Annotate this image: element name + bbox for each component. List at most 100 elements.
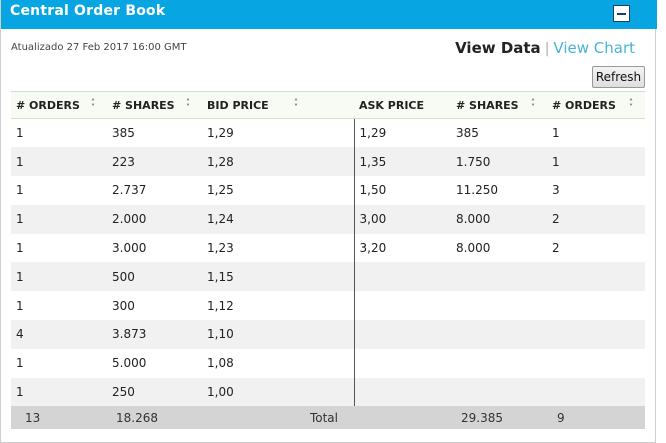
- col-header-bid-price[interactable]: BID PRICE ˄ ˅: [202, 91, 354, 119]
- cell-bid-orders: 1: [11, 262, 107, 292]
- cell-bid-orders: 1: [11, 147, 107, 177]
- cell-ask-orders: [547, 262, 645, 292]
- cell-bid-orders: 1: [11, 204, 107, 234]
- sort-icon: ˄ ˅: [629, 98, 633, 112]
- cell-bid-price: 1,28: [202, 147, 354, 177]
- cell-bid-orders: 1: [11, 291, 107, 321]
- cell-ask-orders: [547, 320, 645, 349]
- cell-bid-shares: 3.000: [107, 233, 202, 263]
- table-row: 1 3.000 1,23 3,20 8.000 2: [11, 233, 645, 263]
- total-bid-orders: 13: [11, 406, 107, 430]
- table-row: 1 385 1,29 1,29 385 1: [11, 118, 645, 148]
- cell-bid-price: 1,12: [202, 291, 354, 321]
- cell-bid-orders: 4: [11, 320, 107, 349]
- cell-bid-orders: 1: [11, 377, 107, 407]
- cell-ask-shares: [451, 320, 547, 349]
- cell-bid-orders: 1: [11, 118, 107, 148]
- cell-bid-price: 1,08: [202, 348, 354, 378]
- total-ask-orders: 9: [547, 406, 645, 430]
- total-bid-shares: 18.268: [107, 406, 202, 430]
- cell-bid-shares: 2.737: [107, 176, 202, 205]
- cell-bid-shares: 2.000: [107, 204, 202, 234]
- view-separator: |: [544, 41, 550, 57]
- cell-ask-shares: [451, 291, 547, 321]
- cell-bid-price: 1,00: [202, 377, 354, 407]
- cell-ask-shares: 1.750: [451, 147, 547, 177]
- table-header-row: # ORDERS ˄ ˅ # SHARES ˄ ˅ BID PRICE ˄ ˅ ASK PR…: [11, 91, 645, 119]
- totals-label: Total: [202, 406, 354, 430]
- order-book-table: # ORDERS ˄ ˅ # SHARES ˄ ˅ BID PRICE ˄ ˅ ASK PR…: [11, 91, 645, 430]
- cell-bid-price: 1,25: [202, 176, 354, 205]
- cell-bid-orders: 1: [11, 348, 107, 378]
- total-ask-shares: 29.385: [451, 406, 547, 430]
- cell-ask-shares: [451, 348, 547, 378]
- cell-ask-shares: 385: [451, 118, 547, 148]
- cell-ask-shares: 11.250: [451, 176, 547, 205]
- col-header-ask-shares[interactable]: # SHARES ˄ ˅: [451, 91, 547, 119]
- col-header-label: BID PRICE: [207, 98, 269, 112]
- cell-ask-shares: 8.000: [451, 233, 547, 263]
- cell-bid-shares: 250: [107, 377, 202, 407]
- view-data-link[interactable]: View Data: [455, 39, 541, 57]
- cell-ask-orders: 2: [547, 233, 645, 263]
- cell-ask-orders: 3: [547, 176, 645, 205]
- table-row: 4 3.873 1,10: [11, 320, 645, 349]
- cell-bid-shares: 500: [107, 262, 202, 292]
- cell-ask-orders: 1: [547, 147, 645, 177]
- cell-ask-price: [353, 320, 451, 349]
- cell-ask-shares: 8.000: [451, 204, 547, 234]
- col-header-bid-orders[interactable]: # ORDERS ˄ ˅: [11, 91, 107, 119]
- updated-timestamp: Atualizado 27 Feb 2017 16:00 GMT: [11, 42, 187, 53]
- cell-ask-price: 3,00: [353, 204, 451, 234]
- cell-bid-shares: 385: [107, 118, 202, 148]
- cell-bid-shares: 5.000: [107, 348, 202, 378]
- table-row: 1 500 1,15: [11, 262, 645, 292]
- cell-bid-price: 1,23: [202, 233, 354, 263]
- cell-ask-price: [353, 291, 451, 321]
- totals-row: 13 18.268 Total 29.385 9: [11, 406, 645, 430]
- col-header-bid-shares[interactable]: # SHARES ˄ ˅: [107, 91, 202, 119]
- cell-bid-shares: 300: [107, 291, 202, 321]
- col-header-label: ASK PRICE: [359, 98, 425, 112]
- cell-ask-shares: [451, 262, 547, 292]
- col-header-ask-price[interactable]: ASK PRICE: [354, 91, 451, 119]
- cell-bid-shares: 3.873: [107, 320, 202, 349]
- cell-ask-orders: 2: [547, 204, 645, 234]
- table-row: 1 250 1,00: [11, 377, 645, 407]
- cell-ask-price: 1,35: [353, 147, 451, 177]
- sort-icon: ˄ ˅: [531, 98, 535, 112]
- sort-icon: ˄ ˅: [294, 98, 298, 112]
- cell-ask-price: 1,50: [353, 176, 451, 205]
- cell-ask-shares: [451, 377, 547, 407]
- cell-ask-price: 3,20: [353, 233, 451, 263]
- cell-ask-price: [353, 377, 451, 407]
- widget-titlebar: Central Order Book: [1, 0, 657, 29]
- minimize-button[interactable]: [613, 5, 630, 22]
- table-row: 1 2.737 1,25 1,50 11.250 3: [11, 176, 645, 205]
- view-chart-link[interactable]: View Chart: [553, 39, 635, 57]
- table-row: 1 300 1,12: [11, 291, 645, 321]
- cell-bid-price: 1,24: [202, 204, 354, 234]
- cell-bid-orders: 1: [11, 233, 107, 263]
- sort-icon: ˄ ˅: [186, 98, 190, 112]
- col-header-ask-orders[interactable]: # ORDERS ˄ ˅: [547, 91, 645, 119]
- cell-ask-orders: 1: [547, 118, 645, 148]
- cell-ask-price: 1,29: [353, 118, 451, 148]
- cell-ask-orders: [547, 377, 645, 407]
- cell-ask-orders: [547, 348, 645, 378]
- cell-ask-orders: [547, 291, 645, 321]
- cell-ask-price: [353, 348, 451, 378]
- col-header-label: # ORDERS: [16, 98, 80, 112]
- view-switcher: View Data | View Chart: [455, 39, 635, 57]
- col-header-label: # SHARES: [112, 98, 175, 112]
- refresh-button[interactable]: Refresh: [592, 66, 645, 88]
- cell-bid-price: 1,29: [202, 118, 354, 148]
- sort-icon: ˄ ˅: [91, 98, 95, 112]
- minimize-icon: [617, 13, 626, 15]
- cell-ask-price: [353, 262, 451, 292]
- table-row: 1 2.000 1,24 3,00 8.000 2: [11, 204, 645, 234]
- cell-bid-orders: 1: [11, 176, 107, 205]
- table-row: 1 223 1,28 1,35 1.750 1: [11, 147, 645, 177]
- total-ask-price: [354, 406, 451, 430]
